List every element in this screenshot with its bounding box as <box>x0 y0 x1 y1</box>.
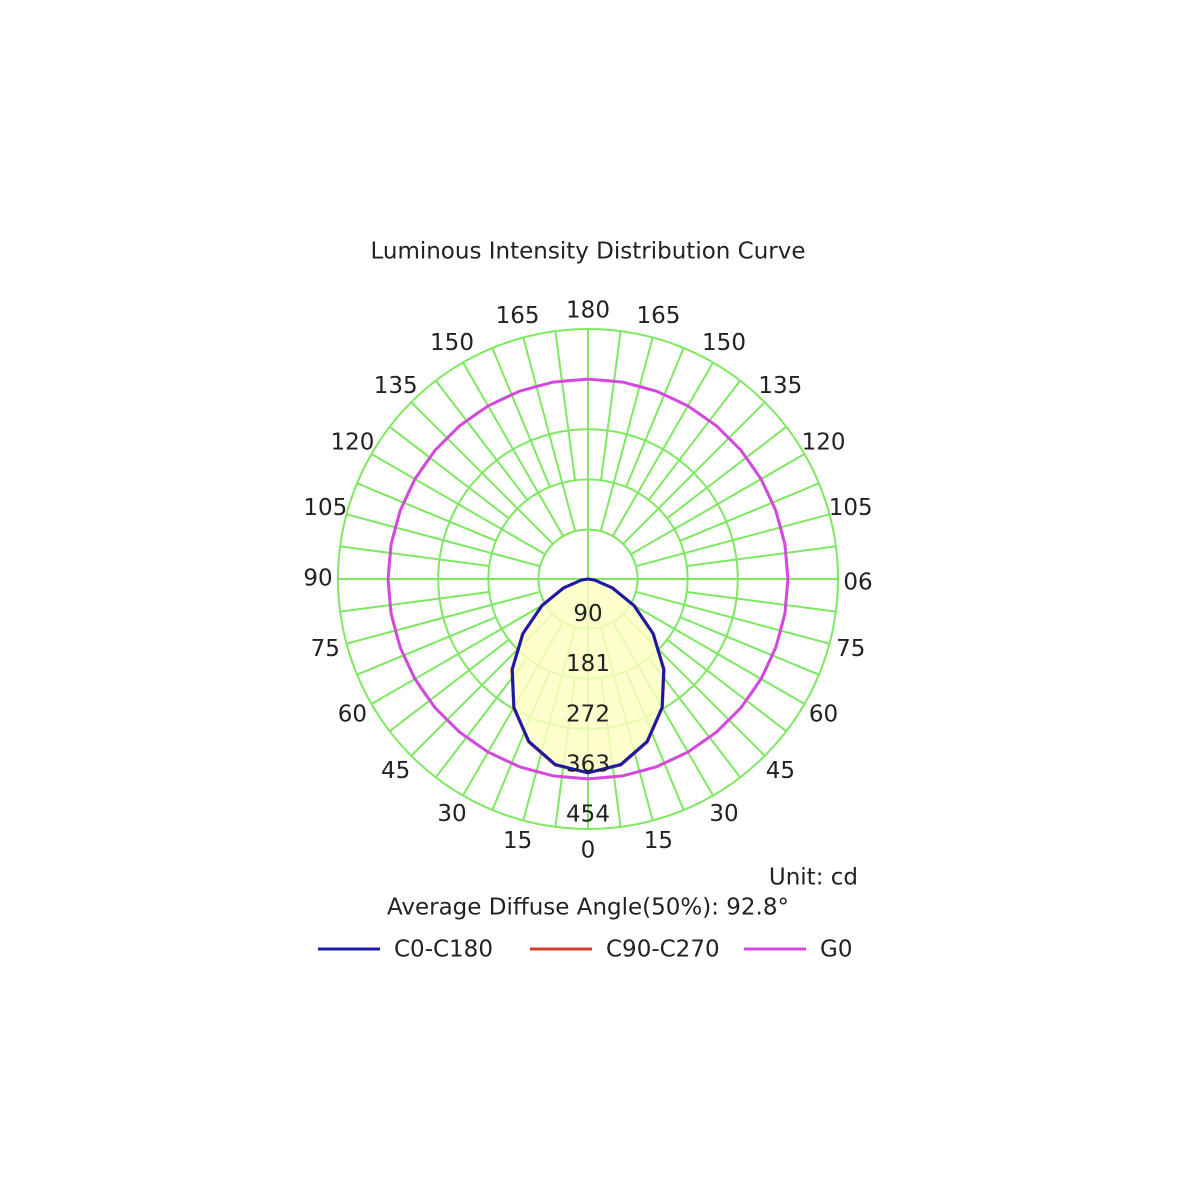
angle-label: 90 <box>303 566 332 592</box>
spoke <box>600 331 622 481</box>
angle-label: 150 <box>430 330 474 356</box>
series-line <box>510 577 666 775</box>
angle-label: 60 <box>338 702 367 728</box>
spoke <box>356 616 497 676</box>
angle-label: 45 <box>766 758 795 784</box>
angle-label: 0 <box>581 838 596 864</box>
angle-label: 75 <box>836 636 865 662</box>
angle-label: 30 <box>709 801 738 827</box>
spoke <box>389 426 510 520</box>
angle-label: 105 <box>303 495 347 521</box>
grid-ring <box>337 328 839 830</box>
spoke <box>554 331 576 481</box>
angle-label: 60 <box>809 702 838 728</box>
spoke <box>666 426 787 520</box>
spoke <box>389 638 510 732</box>
spoke <box>679 482 820 542</box>
angle-label: 120 <box>330 430 374 456</box>
angle-label: 165 <box>496 303 540 329</box>
r-tick-label: 90 <box>573 601 602 627</box>
spoke <box>340 545 490 567</box>
spoke <box>666 638 787 732</box>
r-tick-label: 181 <box>566 651 610 677</box>
r-tick-label: 363 <box>566 751 610 777</box>
area-fill <box>512 579 664 773</box>
angle-label: 15 <box>503 828 532 854</box>
angle-label: 165 <box>636 303 680 329</box>
angle-label: 180 <box>566 298 610 324</box>
spoke <box>435 380 529 501</box>
legend-label: C90-C270 <box>606 937 720 963</box>
spoke <box>679 616 820 676</box>
angle-label: 105 <box>829 495 873 521</box>
angle-label: 30 <box>437 801 466 827</box>
series-line <box>386 377 790 781</box>
angle-label: 135 <box>374 373 418 399</box>
angle-label: 15 <box>644 828 673 854</box>
angle-label: 135 <box>758 373 802 399</box>
chart-title: Luminous Intensity Distribution Curve <box>370 239 805 265</box>
angle-label: 45 <box>381 758 410 784</box>
spoke <box>356 482 497 542</box>
r-tick-label: 454 <box>566 802 610 828</box>
spoke <box>647 380 741 501</box>
spoke <box>625 347 685 488</box>
spoke <box>686 591 836 613</box>
spoke <box>340 591 490 613</box>
legend-label: G0 <box>820 937 852 963</box>
spoke <box>686 545 836 567</box>
unit-label: Unit: cd <box>769 865 858 891</box>
legend-label: C0-C180 <box>394 937 493 963</box>
r-tick-label: 272 <box>566 701 610 727</box>
spoke <box>491 347 551 488</box>
note: Average Diffuse Angle(50%): 92.8° <box>387 895 789 921</box>
angle-label: 120 <box>802 430 846 456</box>
angle-label: 150 <box>702 330 746 356</box>
angle-label: 75 <box>311 636 340 662</box>
angle-label: 90 <box>843 567 872 593</box>
